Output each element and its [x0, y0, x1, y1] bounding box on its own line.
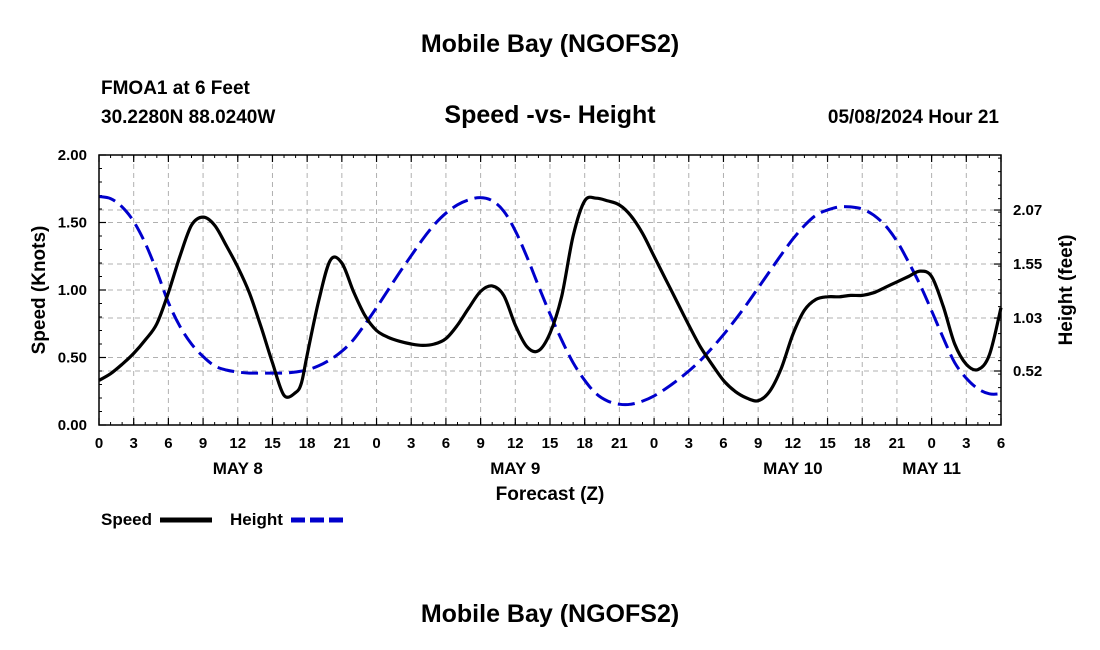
x-tick-label: 3 — [130, 435, 138, 452]
x-tick-label: 0 — [372, 435, 380, 452]
y2-tick-label: 1.55 — [1013, 256, 1042, 273]
x-tick-label: 6 — [997, 435, 1005, 452]
x-tick-label: 21 — [611, 435, 628, 452]
forecast-datetime: 05/08/2024 Hour 21 — [827, 107, 999, 128]
x-tick-label: 9 — [199, 435, 207, 452]
y2-tick-label: 1.03 — [1013, 310, 1042, 327]
y-tick-label: 0.50 — [58, 350, 87, 367]
legend: Speed Height — [101, 510, 343, 529]
y-tick-label: 0.00 — [58, 417, 87, 434]
axis-tick-labels: 0 3 6 9 12 15 18 21 0 3 6 9 12 15 18 21 0 3 6 9 12 15 18 21 0 3 6 M… — [58, 147, 1042, 478]
y2-axis-title: Height (feet) — [1056, 235, 1077, 346]
x-tick-label: 18 — [854, 435, 871, 452]
x-tick-label: 3 — [962, 435, 970, 452]
x-tick-label: 0 — [95, 435, 103, 452]
x-axis-title: Forecast (Z) — [496, 484, 605, 505]
station-label: FMOA1 at 6 Feet — [101, 78, 250, 99]
series-lines — [98, 195, 1003, 407]
x-tick-label: 3 — [407, 435, 415, 452]
day-label: MAY 11 — [902, 459, 961, 478]
chart-subtitle: Speed -vs- Height — [444, 101, 656, 129]
x-tick-label: 6 — [719, 435, 727, 452]
y-tick-label: 1.50 — [58, 215, 87, 232]
x-tick-label: 21 — [889, 435, 906, 452]
x-tick-label: 6 — [164, 435, 172, 452]
series-line-speed — [98, 195, 1003, 403]
day-label: MAY 9 — [490, 459, 540, 478]
y-axis-title: Speed (Knots) — [29, 226, 50, 355]
x-tick-label: 21 — [334, 435, 351, 452]
series-line-height — [98, 195, 1002, 407]
x-tick-label: 9 — [476, 435, 484, 452]
x-tick-label: 15 — [819, 435, 836, 452]
x-tick-label: 12 — [785, 435, 802, 452]
legend-label-height: Height — [230, 510, 283, 529]
x-tick-label: 15 — [542, 435, 559, 452]
x-tick-label: 15 — [264, 435, 281, 452]
x-tick-label: 9 — [754, 435, 762, 452]
footer-title: Mobile Bay (NGOFS2) — [420, 600, 680, 628]
x-tick-label: 18 — [299, 435, 316, 452]
plot-frame — [98, 154, 1002, 426]
y-tick-label: 1.00 — [58, 282, 87, 299]
legend-label-speed: Speed — [101, 510, 152, 529]
y2-tick-label: 0.52 — [1013, 363, 1042, 380]
x-tick-label: 0 — [650, 435, 658, 452]
x-tick-label: 12 — [229, 435, 246, 452]
x-tick-label: 12 — [507, 435, 524, 452]
x-tick-label: 0 — [927, 435, 935, 452]
day-label: MAY 8 — [213, 459, 263, 478]
y-tick-label: 2.00 — [58, 147, 87, 164]
y2-tick-label: 2.07 — [1013, 202, 1042, 219]
x-tick-label: 3 — [685, 435, 693, 452]
x-tick-label: 18 — [576, 435, 593, 452]
chart-main-title: Mobile Bay (NGOFS2) — [420, 30, 680, 58]
day-label: MAY 10 — [763, 459, 823, 478]
x-tick-label: 6 — [442, 435, 450, 452]
station-coordinates: 30.2280N 88.0240W — [101, 107, 276, 128]
